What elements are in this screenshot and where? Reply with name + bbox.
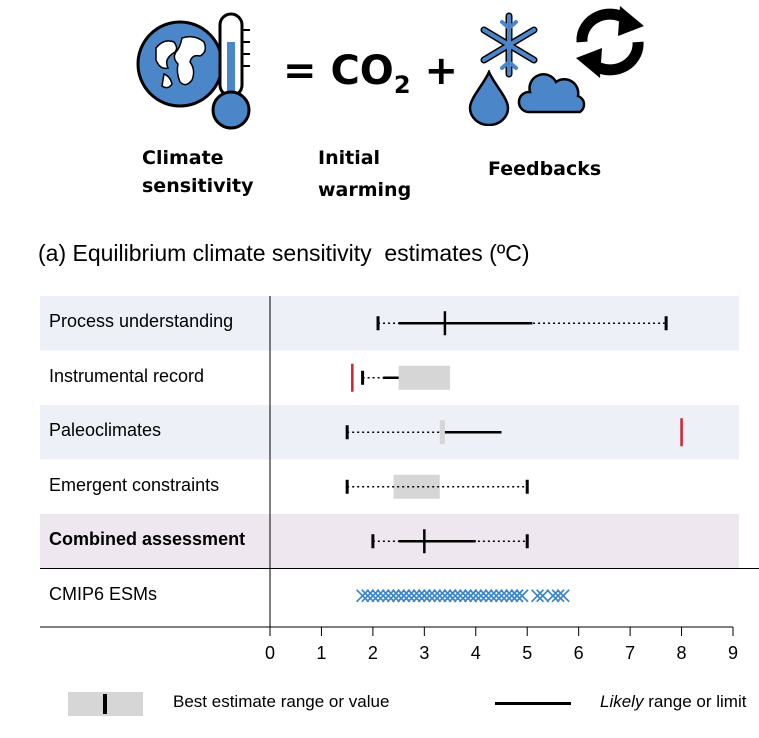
cmip6-model-marker [551,589,565,603]
row-label: Process understanding [49,311,234,332]
cmip6-model-marker [494,589,509,603]
chart-title: (a) Equilibrium climate sensitivity esti… [38,240,530,266]
cmip6-model-marker [371,589,385,603]
label-warming: warming [318,179,412,201]
cmip6-model-marker [402,589,416,603]
plus-sign: + [410,48,458,94]
best-estimate-range [398,365,451,390]
label-initial-warming: Initial warming [318,142,411,206]
row-label: Emergent constraints [49,474,220,495]
legend-best-estimate-swatch [68,692,143,716]
cmip6-model-marker [381,589,395,603]
legend-likely-line [495,702,571,705]
x-tick-label: 4 [470,643,481,663]
x-tick-label: 2 [367,643,378,663]
equals-co2: = CO [283,48,394,94]
cmip6-model-marker [412,589,426,603]
cmip6-model-marker [510,589,524,603]
legend-likely-label: Likely range or limit [600,692,746,712]
cmip6-model-marker [407,589,421,603]
label-climate-sensitivity: Climate sensitivity [142,144,254,200]
x-tick-label: 9 [727,643,738,663]
label-feedbacks: Feedbacks [488,158,602,180]
label-climate: Climate [142,147,224,169]
globe-thermometer-icon [136,12,251,130]
cmip6-model-marker [397,589,411,603]
x-tick-label: 1 [316,643,327,663]
cmip6-model-marker [453,589,467,603]
cmip6-model-marker [386,589,401,603]
row-label: CMIP6 ESMs [49,583,158,604]
cmip6-model-marker [530,589,545,603]
climate-sensitivity-infographic: = CO2 + Climate sensitivity Initial w [0,0,759,215]
cmip6-model-marker [433,589,447,603]
cloud-icon [517,73,586,114]
cmip6-model-marker [448,589,462,603]
x-tick-label: 8 [676,643,687,663]
cmip6-model-marker [469,589,483,603]
cmip6-model-marker [515,589,529,603]
legend: Best estimate range or value Likely rang… [0,684,759,724]
cmip6-model-marker [500,589,514,603]
label-initial: Initial [318,147,381,169]
cmip6-model-marker [464,589,478,603]
legend-likely-text: range or limit [643,692,747,711]
cmip6-model-marker [417,589,431,603]
cmip6-model-marker [458,589,473,603]
equation-text: = CO2 + [283,48,458,99]
label-sensitivity: sensitivity [142,175,254,197]
cmip6-model-marker [438,589,452,603]
x-tick-label: 6 [573,643,584,663]
row-band [40,405,739,460]
cmip6-model-marker [428,589,442,603]
cmip6-model-marker [546,589,560,603]
x-tick-label: 7 [625,643,636,663]
cmip6-model-marker [361,589,375,603]
cycle-arrows-icon [576,6,644,78]
cmip6-model-marker [484,589,498,603]
x-tick-label: 0 [264,643,275,663]
row-label: Instrumental record [49,365,205,386]
cmip6-model-marker [479,589,493,603]
x-tick-label: 3 [419,643,430,663]
cmip6-model-marker [536,589,550,603]
cmip6-model-marker [443,589,457,603]
best-estimate-range [439,420,445,445]
legend-best-estimate-tick [103,694,107,714]
cmip6-model-marker [474,589,488,603]
x-tick-label: 5 [522,643,533,663]
best-estimate-range [393,474,440,499]
row-label: Combined assessment [49,529,246,550]
cmip6-model-marker [422,589,437,603]
cmip6-model-marker [356,589,370,603]
row-label: Paleoclimates [49,420,162,441]
legend-likely-italic: Likely [600,692,644,711]
cmip6-model-marker [392,589,406,603]
cmip6-model-marker [366,589,380,603]
cmip6-model-marker [489,589,503,603]
snowflake-icon [480,12,538,78]
legend-best-estimate-label: Best estimate range or value [173,692,390,711]
co2-subscript: 2 [393,71,411,99]
cmip6-model-marker [556,589,570,603]
water-drop-icon [468,70,510,126]
cmip6-model-marker [505,589,519,603]
cmip6-model-marker [376,589,390,603]
